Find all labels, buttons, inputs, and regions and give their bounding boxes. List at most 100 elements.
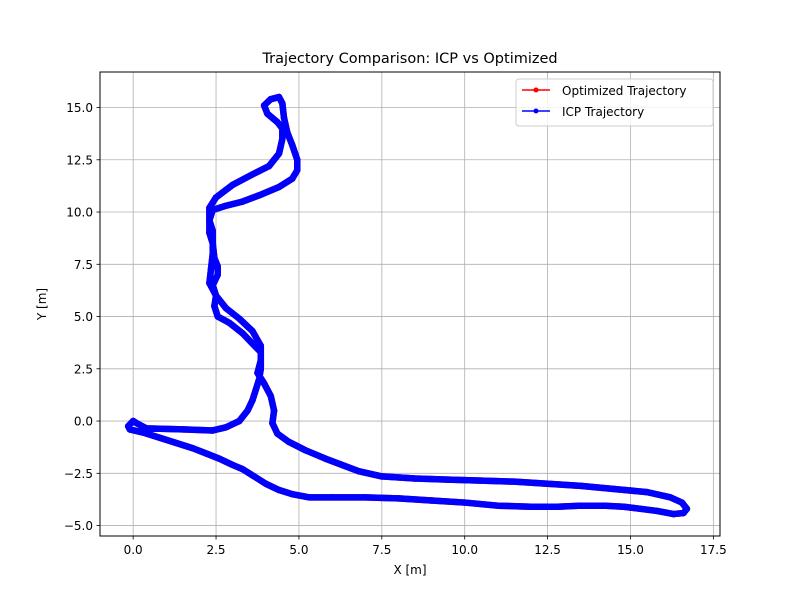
trajectory-point bbox=[269, 419, 276, 427]
trajectory-point bbox=[156, 434, 163, 441]
legend-box bbox=[515, 78, 714, 127]
trajectory-point bbox=[478, 477, 485, 484]
trajectory-point bbox=[249, 396, 256, 404]
trajectory-point bbox=[270, 407, 278, 414]
trajectory-point bbox=[206, 279, 213, 287]
trajectory-point bbox=[275, 93, 283, 101]
trajectory-point bbox=[264, 110, 271, 118]
trajectory-point bbox=[239, 198, 246, 205]
trajectory-point bbox=[229, 181, 236, 189]
trajectory-point bbox=[395, 495, 402, 502]
trajectory-point bbox=[257, 342, 264, 349]
series-layer bbox=[124, 93, 691, 518]
trajectory-point bbox=[600, 502, 608, 509]
trajectory-point bbox=[262, 480, 269, 487]
trajectory-point bbox=[274, 118, 281, 126]
x-tick-label: 5.0 bbox=[289, 543, 308, 557]
legend-marker-icp bbox=[533, 108, 539, 114]
series-icp bbox=[124, 93, 691, 518]
trajectory-point bbox=[229, 461, 236, 469]
trajectory-point bbox=[209, 238, 216, 245]
trajectory-point bbox=[444, 476, 452, 483]
trajectory-point bbox=[643, 488, 651, 496]
legend-label-icp: ICP Trajectory bbox=[562, 105, 644, 119]
trajectory-point bbox=[279, 135, 286, 143]
y-tick-label: 7.5 bbox=[74, 258, 93, 272]
y-tick-label: −2.5 bbox=[64, 467, 93, 481]
trajectory-point bbox=[544, 480, 551, 487]
trajectory-point bbox=[255, 376, 263, 383]
y-tick-label: 12.5 bbox=[66, 153, 93, 167]
trajectory-point bbox=[206, 204, 213, 212]
plot-frame bbox=[99, 71, 721, 537]
trajectory-point bbox=[265, 162, 273, 170]
legend-entry-icp: ICP Trajectory bbox=[522, 105, 644, 119]
y-axis-label: Y [m] bbox=[35, 288, 49, 321]
grid-lines bbox=[100, 72, 720, 536]
trajectory-point bbox=[236, 315, 243, 322]
trajectory-point bbox=[179, 426, 187, 433]
trajectory-point bbox=[257, 357, 264, 364]
trajectory-point bbox=[206, 217, 213, 224]
y-tick-label: 15.0 bbox=[66, 101, 93, 115]
trajectory-point bbox=[244, 407, 251, 414]
x-tick-label: 10.0 bbox=[451, 543, 478, 557]
trajectory-point bbox=[236, 417, 243, 425]
trajectory-point bbox=[260, 380, 268, 387]
y-tick-label: 2.5 bbox=[74, 362, 93, 376]
trajectory-point bbox=[239, 330, 246, 337]
x-axis-label: X [m] bbox=[393, 563, 426, 577]
trajectory-point bbox=[255, 192, 263, 199]
trajectory-point bbox=[279, 100, 286, 107]
trajectory-point bbox=[209, 250, 216, 258]
trajectory-point bbox=[214, 271, 221, 278]
trajectory-point bbox=[275, 183, 283, 191]
chart-title: Trajectory Comparison: ICP vs Optimized bbox=[261, 51, 557, 67]
trajectory-point bbox=[212, 292, 220, 299]
trajectory-point bbox=[275, 150, 283, 157]
trajectory-point bbox=[209, 227, 216, 235]
trajectory-point bbox=[577, 482, 584, 490]
trajectory-point bbox=[289, 141, 296, 149]
trajectory-point bbox=[527, 503, 535, 510]
trajectory-point bbox=[280, 114, 288, 122]
trajectory-point bbox=[461, 499, 468, 506]
trajectory-point bbox=[249, 472, 256, 479]
trajectory-point bbox=[207, 265, 215, 272]
trajectory-point bbox=[289, 491, 296, 498]
trajectory-point bbox=[226, 319, 233, 327]
y-tick-label: −5.0 bbox=[64, 519, 93, 533]
trajectory-point bbox=[189, 445, 197, 452]
trajectory-point bbox=[494, 502, 502, 509]
trajectory-point bbox=[362, 494, 369, 501]
axis-ticks: 0.0 2.5 5.0 7.5 10.0 12.5 15.0 17.5 −5.0 −2.5 0.0 2… bbox=[64, 101, 727, 557]
trajectory-point bbox=[129, 417, 137, 425]
x-tick-label: 15.0 bbox=[617, 543, 644, 557]
trajectory-point bbox=[289, 175, 296, 182]
trajectory-point bbox=[285, 438, 293, 446]
trajectory-point bbox=[294, 167, 301, 174]
trajectory-point bbox=[328, 494, 336, 501]
trajectory-point bbox=[249, 327, 256, 335]
trajectory-point bbox=[202, 450, 210, 457]
x-tick-label: 7.5 bbox=[372, 543, 391, 557]
trajectory-point bbox=[214, 313, 221, 320]
y-tick-label: 0.0 bbox=[74, 415, 93, 429]
trajectory-point bbox=[378, 473, 386, 480]
trajectory-point bbox=[209, 427, 216, 434]
y-tick-label: 10.0 bbox=[66, 206, 93, 220]
trajectory-point bbox=[222, 304, 230, 312]
trajectory-point bbox=[274, 430, 281, 437]
trajectory-point bbox=[249, 340, 256, 347]
trajectory-point bbox=[637, 505, 644, 513]
trajectory-point bbox=[257, 348, 264, 356]
legend-marker-optimized bbox=[533, 87, 539, 93]
trajectory-point bbox=[284, 129, 291, 136]
trajectory-point bbox=[428, 497, 435, 504]
trajectory-point bbox=[355, 468, 362, 475]
trajectory-point bbox=[211, 302, 218, 310]
trajectory-point bbox=[279, 125, 286, 132]
trajectory-point bbox=[249, 171, 256, 178]
trajectory-point bbox=[173, 439, 180, 447]
